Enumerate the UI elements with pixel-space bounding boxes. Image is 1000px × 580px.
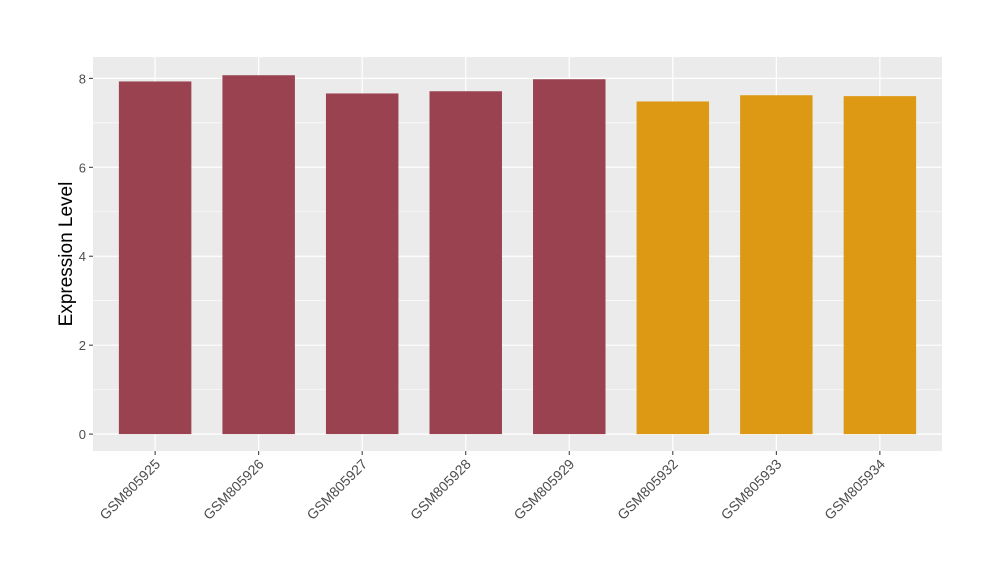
- plot-panel: [93, 57, 942, 451]
- x-tick-label: GSM805928: [407, 456, 474, 523]
- x-tick-label: GSM805934: [821, 456, 888, 523]
- y-axis: 0 2 4 6 8: [79, 71, 93, 442]
- bar-GSM805934: [843, 96, 917, 435]
- x-tick-label: GSM805933: [718, 456, 785, 523]
- bar-GSM805933: [740, 95, 813, 435]
- y-axis-label: Expression Level: [56, 182, 77, 327]
- x-axis: GSM805925 GSM805926 GSM805927 GSM805928 GSM8…: [96, 451, 888, 523]
- y-tick-label: 6: [79, 160, 86, 175]
- bar-GSM805925: [118, 81, 192, 435]
- y-tick-label: 8: [79, 71, 86, 86]
- x-tick-label: GSM805926: [200, 456, 267, 523]
- x-tick-label: GSM805927: [303, 456, 370, 523]
- x-tick-label: GSM805932: [614, 456, 681, 523]
- x-tick-label: GSM805925: [96, 456, 163, 523]
- x-tick-label: GSM805929: [510, 456, 577, 523]
- bars: [118, 75, 917, 435]
- y-tick-label: 4: [79, 249, 86, 264]
- bar-GSM805932: [636, 101, 710, 435]
- bar-GSM805926: [222, 75, 295, 435]
- y-tick-label: 0: [79, 427, 86, 442]
- y-tick-label: 2: [79, 338, 86, 353]
- bar-GSM805929: [533, 79, 606, 435]
- bar-GSM805927: [325, 93, 399, 435]
- bar-GSM805928: [429, 91, 502, 435]
